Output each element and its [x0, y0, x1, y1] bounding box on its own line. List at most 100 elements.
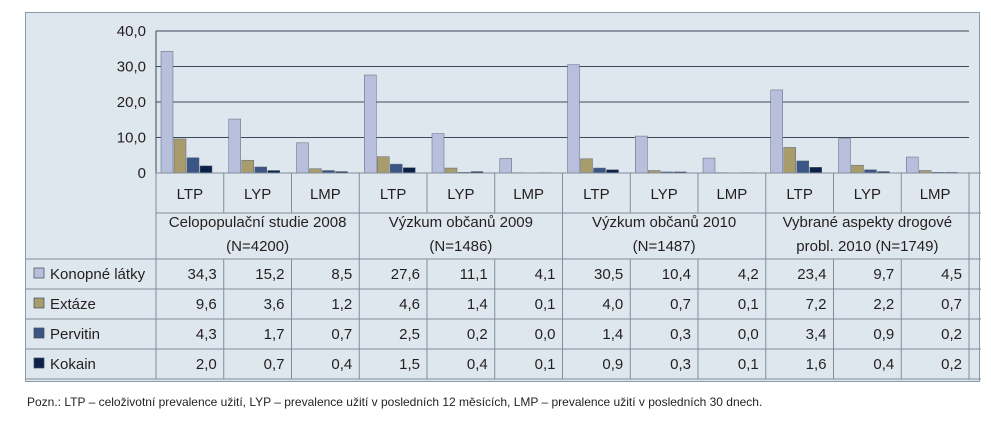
table-cell: 1,2	[331, 296, 352, 313]
y-tick-label: 0	[138, 165, 146, 182]
bar-pervitin	[254, 166, 267, 174]
table-cell: 0,7	[331, 326, 352, 343]
legend-swatch	[33, 327, 45, 339]
table-cell: 15,2	[255, 266, 284, 283]
table-cell: 4,3	[196, 326, 217, 343]
table-cell: 4,5	[941, 266, 962, 283]
group-label: Výzkum občanů 2010	[592, 214, 736, 231]
table-cell: 9,7	[873, 266, 894, 283]
bar-extáze	[377, 156, 390, 174]
table-cell: 1,4	[467, 296, 488, 313]
group-label-sub: (N=4200)	[226, 238, 289, 255]
bar-pervitin	[796, 160, 809, 174]
bar-konopné-látky	[296, 142, 309, 174]
table-cell: 30,5	[594, 266, 623, 283]
table-cell: 0,9	[602, 356, 623, 373]
table-cell: 0,2	[941, 326, 962, 343]
bar-konopné-látky	[770, 89, 783, 174]
table-cell: 1,4	[602, 326, 623, 343]
subcategory-label: LTP	[786, 186, 812, 203]
subcategory-label: LYP	[854, 186, 881, 203]
subcategory-label: LMP	[513, 186, 544, 203]
table-cell: 3,4	[806, 326, 827, 343]
y-tick-label: 30,0	[117, 59, 146, 76]
table-cell: 9,6	[196, 296, 217, 313]
group-label: Vybrané aspekty drogové	[783, 214, 953, 231]
subcategory-label: LTP	[380, 186, 406, 203]
subcategory-label: LYP	[447, 186, 474, 203]
bar-konopné-látky	[431, 133, 445, 174]
table-cell: 1,5	[399, 356, 420, 373]
bar-konopné-látky	[906, 156, 919, 174]
bar-kokain	[809, 167, 822, 174]
table-cell: 23,4	[797, 266, 826, 283]
bar-konopné-látky	[838, 138, 851, 174]
legend-label: Extáze	[50, 296, 96, 313]
bar-extáze	[309, 168, 322, 174]
bar-konopné-látky	[567, 64, 580, 174]
subcategory-label: LTP	[177, 186, 203, 203]
subcategory-label: LYP	[244, 186, 271, 203]
bar-extáze	[580, 158, 593, 174]
table-cell: 0,9	[873, 326, 894, 343]
table-cell: 0,0	[738, 326, 759, 343]
table-cell: 0,1	[535, 296, 556, 313]
table-cell: 0,3	[670, 356, 691, 373]
legend-label: Konopné látky	[50, 266, 146, 283]
subcategory-label: LMP	[920, 186, 951, 203]
table-cell: 1,6	[806, 356, 827, 373]
table-cell: 34,3	[188, 266, 217, 283]
footnote: Pozn.: LTP – celoživotní prevalence užit…	[27, 395, 763, 409]
bar-pervitin	[186, 157, 200, 174]
subcategory-label: LMP	[716, 186, 747, 203]
group-label: Výzkum občanů 2009	[389, 214, 533, 231]
table-cell: 10,4	[662, 266, 691, 283]
bar-konopné-látky	[364, 74, 377, 174]
table-cell: 2,0	[196, 356, 217, 373]
table-cell: 0,2	[941, 356, 962, 373]
table-cell: 0,7	[670, 296, 691, 313]
y-tick-label: 20,0	[117, 94, 146, 111]
table-cell: 0,7	[941, 296, 962, 313]
table-cell: 0,1	[535, 356, 556, 373]
bar-konopné-látky	[635, 135, 648, 174]
prevalence-chart: 40,0 30,0 20,0 10,0 0 LTP LYP LMP LTP LYP LMP LTP LY…	[26, 23, 981, 380]
table-cell: 11,1	[460, 266, 488, 283]
table-cell: 0,4	[331, 356, 352, 373]
bar-konopné-látky	[499, 158, 512, 174]
subcategory-label: LYP	[651, 186, 678, 203]
table-cell: 0,2	[467, 326, 488, 343]
table-cell: 0,1	[738, 356, 759, 373]
table-cell: 4,1	[535, 266, 556, 283]
bar-pervitin	[390, 163, 403, 174]
table-cell: 2,5	[399, 326, 420, 343]
group-label-sub: (N=1487)	[633, 238, 696, 255]
group-label: Celopopulační studie 2008	[169, 214, 347, 231]
table-cell: 0,3	[670, 326, 691, 343]
table-cell: 27,6	[391, 266, 420, 283]
table-cell: 3,6	[264, 296, 285, 313]
table-cell: 4,2	[738, 266, 759, 283]
table-cell: 0,1	[738, 296, 759, 313]
table-cell: 8,5	[331, 266, 352, 283]
table-cell: 2,2	[873, 296, 894, 313]
bar-extáze	[851, 164, 864, 174]
legend-label: Kokain	[50, 356, 96, 373]
bar-kokain	[199, 165, 213, 174]
group-label-sub: probl. 2010 (N=1749)	[796, 238, 938, 255]
table-cell: 0,0	[535, 326, 556, 343]
table-cell: 4,0	[602, 296, 623, 313]
bar-konopné-látky	[160, 50, 174, 174]
subcategory-label: LMP	[310, 186, 341, 203]
chart-frame: 40,0 30,0 20,0 10,0 0 LTP LYP LMP LTP LYP LMP LTP LY…	[25, 12, 981, 382]
table-cell: 0,4	[467, 356, 488, 373]
legend-swatch	[33, 297, 45, 309]
y-tick-label: 10,0	[117, 130, 146, 147]
subcategory-label: LTP	[583, 186, 609, 203]
bar-extáze	[444, 167, 458, 174]
bar-kokain	[403, 167, 416, 174]
table-cell: 0,4	[873, 356, 894, 373]
legend-swatch	[33, 267, 45, 279]
table-cell: 7,2	[806, 296, 827, 313]
group-label-sub: (N=1486)	[429, 238, 492, 255]
